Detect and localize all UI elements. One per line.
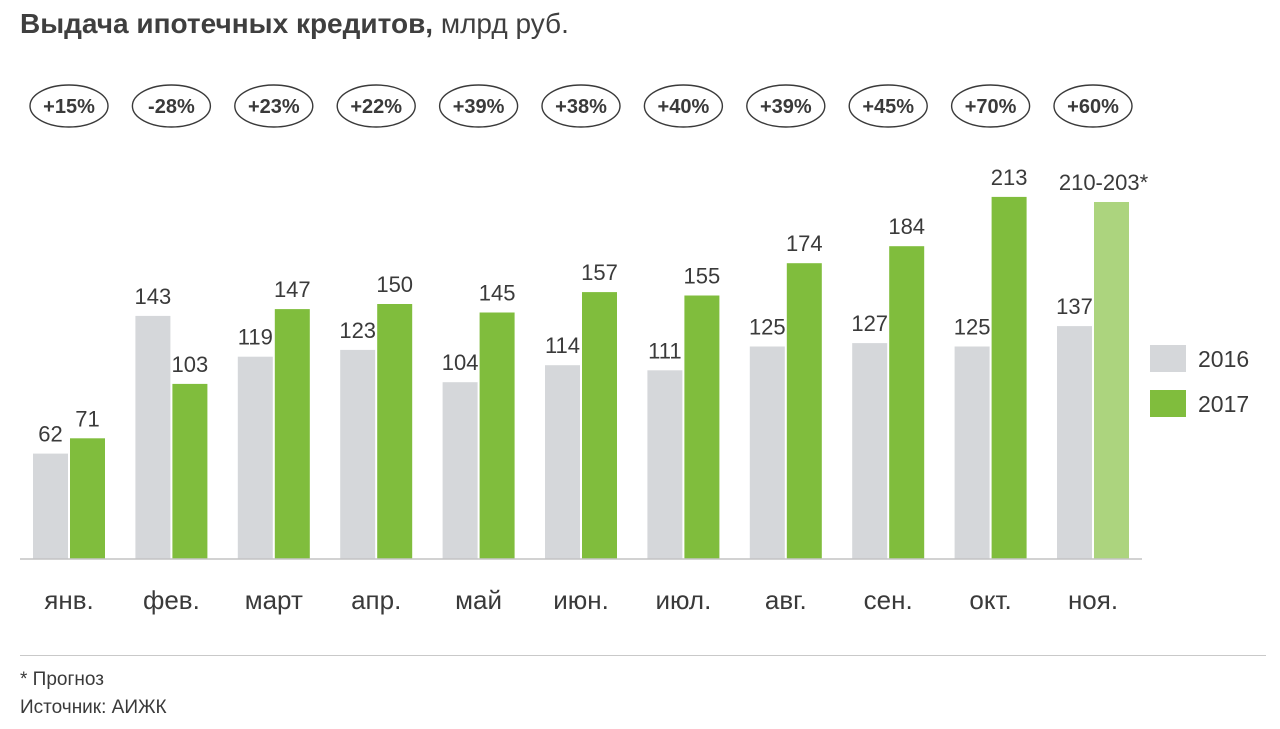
chart-title: Выдача ипотечных кредитов, млрд руб. — [20, 6, 569, 42]
footer-divider — [20, 655, 1266, 656]
category-tick-label: ноя. — [1068, 585, 1118, 615]
growth-badge-label: +22% — [350, 96, 402, 118]
legend: 2016 2017 — [1150, 345, 1249, 417]
growth-badge-label: -28% — [148, 96, 195, 118]
bar-2017 — [1094, 202, 1129, 559]
category-tick-label: авг. — [765, 585, 807, 615]
category-tick-label: янв. — [44, 585, 93, 615]
value-label: 174 — [786, 231, 823, 256]
value-label: 137 — [1056, 294, 1093, 319]
category-tick-label: окт. — [969, 585, 1011, 615]
growth-badge-oval — [541, 84, 621, 128]
bar-2016 — [954, 346, 990, 559]
growth-badge-label: +40% — [658, 96, 710, 118]
bar-2016 — [852, 343, 888, 559]
bar-2017 — [479, 312, 515, 559]
category-tick-label: июл. — [655, 585, 711, 615]
growth-badge-oval — [848, 84, 928, 128]
growth-badge-label: +45% — [862, 96, 914, 118]
value-label: 147 — [274, 277, 311, 302]
bar-2017 — [684, 295, 720, 559]
value-label: 111 — [648, 338, 681, 363]
value-label: 184 — [888, 214, 925, 239]
bar-2017 — [786, 263, 822, 559]
value-label: 145 — [479, 281, 516, 306]
value-label: 150 — [376, 272, 413, 297]
category-tick-label: июн. — [553, 585, 609, 615]
category-tick-label: фев. — [143, 585, 200, 615]
bar-2017 — [70, 438, 105, 559]
bar-2017 — [377, 304, 413, 559]
value-label: 143 — [135, 284, 172, 309]
category-tick-label: май — [455, 585, 502, 615]
chart-title-unit: млрд руб. — [440, 8, 569, 39]
bar-2016 — [749, 346, 785, 559]
bar-2016 — [442, 382, 478, 559]
category-tick-label: апр. — [351, 585, 401, 615]
growth-badge-label: +70% — [965, 96, 1017, 118]
category-tick-label: март — [245, 585, 303, 615]
value-label: 104 — [442, 350, 479, 375]
source-footnote: Источник: АИЖК — [20, 697, 167, 718]
bar-2016 — [340, 349, 376, 559]
value-label: 127 — [851, 311, 888, 336]
bar-2017 — [274, 309, 310, 559]
forecast-footnote: * Прогноз — [20, 669, 104, 690]
value-label: 114 — [545, 333, 580, 358]
bar-2017 — [889, 246, 925, 559]
value-label: 119 — [238, 325, 273, 350]
bar-2016 — [33, 453, 68, 559]
bars — [33, 196, 1129, 559]
value-label: 157 — [581, 260, 618, 285]
growth-badge-label: +23% — [248, 96, 300, 118]
value-label: 210-203* — [1059, 170, 1149, 195]
bar-2017 — [172, 383, 208, 559]
growth-badge-oval — [234, 84, 314, 128]
value-label: 213 — [991, 165, 1028, 190]
value-label: 62 — [38, 422, 62, 447]
growth-badge-oval — [950, 84, 1031, 128]
bar-2016 — [1057, 326, 1092, 559]
growth-badge-label: +38% — [555, 96, 607, 118]
bar-2017 — [582, 292, 617, 559]
value-label: 155 — [684, 264, 721, 289]
bar-2016 — [237, 356, 273, 559]
growth-badges: +15% -28% +23% +22% +39% +38% +40% +39% +45% +70%… — [29, 84, 1133, 128]
growth-badge-label: +15% — [43, 96, 95, 118]
growth-badge-oval — [746, 84, 826, 128]
bar-2016 — [647, 370, 683, 559]
growth-badge-oval — [336, 84, 416, 128]
growth-badge-label: +39% — [453, 96, 505, 118]
legend-label-2017: 2017 — [1198, 391, 1249, 417]
value-label: 123 — [339, 318, 376, 343]
value-label: 103 — [172, 352, 209, 377]
growth-badge-oval — [438, 84, 519, 128]
growth-badge-label: +60% — [1067, 96, 1119, 118]
growth-badge-oval — [1053, 84, 1133, 128]
value-label: 71 — [75, 406, 99, 431]
growth-badge-oval — [29, 84, 109, 128]
bar-2016 — [135, 315, 171, 559]
chart-title-main: Выдача ипотечных кредитов, — [20, 8, 434, 39]
growth-badge-oval — [643, 84, 724, 128]
category-tick-label: сен. — [864, 585, 913, 615]
bar-2017 — [991, 196, 1027, 559]
bar-chart: +15% -28% +23% +22% +39% +38% +40% +39% +45% +70%… — [20, 84, 1249, 615]
legend-swatch-2016 — [1150, 345, 1186, 372]
legend-swatch-2017 — [1150, 390, 1186, 417]
value-label: 125 — [954, 315, 991, 340]
growth-badge-oval — [131, 84, 212, 128]
bar-2016 — [545, 365, 580, 559]
x-axis-ticks: янв. фев. март апр. май июн. июл. авг. сен. окт. н… — [44, 585, 1118, 615]
value-label: 125 — [749, 315, 786, 340]
legend-label-2016: 2016 — [1198, 346, 1249, 372]
growth-badge-label: +39% — [760, 96, 812, 118]
